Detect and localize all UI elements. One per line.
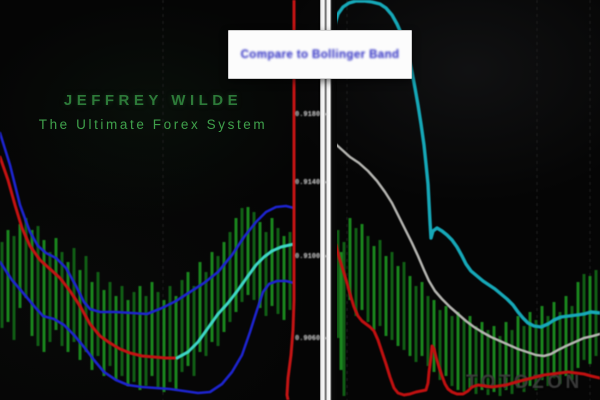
- annotation-box: Compare to Bollinger Band: [228, 30, 412, 79]
- branding-block: JEFFREY WILDE The Ultimate Forex System: [0, 92, 306, 132]
- brand-title: JEFFREY WILDE: [63, 92, 243, 109]
- chart-split-divider: [318, 0, 337, 400]
- price-tick-label: 0.9140 ▸: [295, 179, 329, 187]
- series-fast-line-teal: [332, 0, 600, 329]
- price-tick-label: 0.9060 ▸: [295, 335, 329, 343]
- series-trend-ma-rising: [175, 242, 296, 360]
- annotation-text: Compare to Bollinger Band: [240, 48, 400, 61]
- series-signal-line-red: [334, 243, 600, 397]
- series-bollinger-upper: [0, 131, 296, 316]
- price-tick-label: 0.9100 ▸: [295, 253, 329, 261]
- red-split-line: [285, 0, 296, 400]
- brand-subtitle: The Ultimate Forex System: [38, 117, 268, 132]
- price-tick-label: 0.9180 ▸: [295, 111, 329, 119]
- series-bollinger-lower: [0, 260, 296, 395]
- series-trend-ma-falling: [0, 155, 179, 360]
- series-slow-line-gray: [329, 138, 600, 358]
